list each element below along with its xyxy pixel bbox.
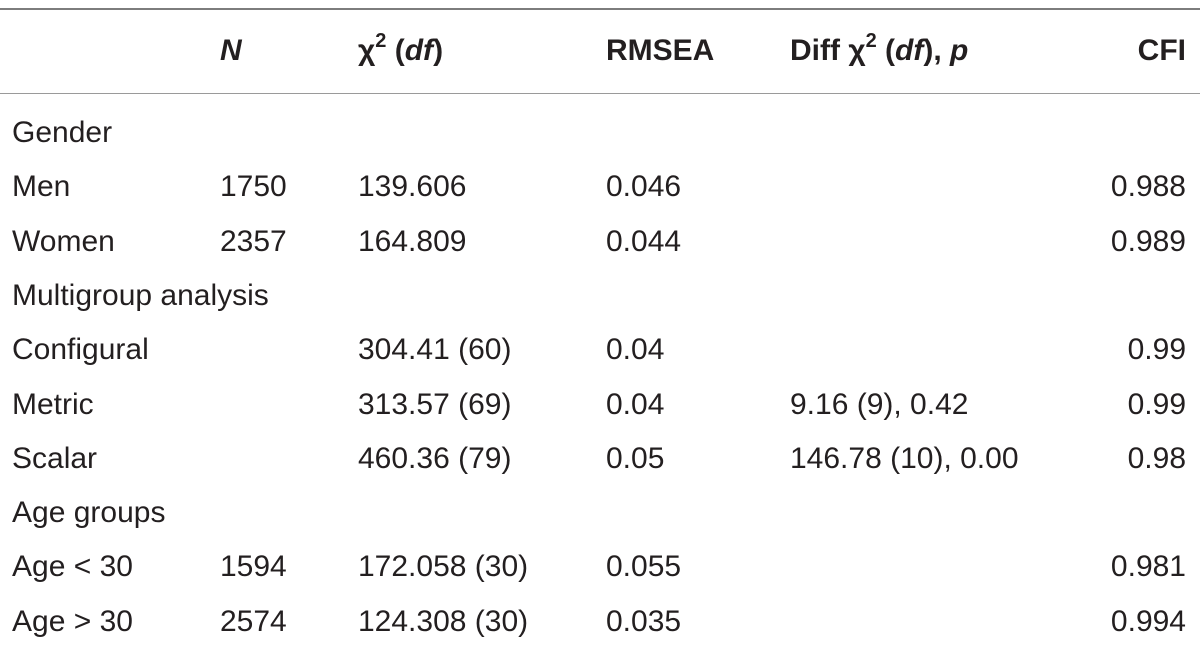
cell-rmsea: 0.044 (606, 224, 682, 258)
header-n: N (220, 34, 242, 67)
table-row: Age > 30 2574 124.308 (30) 0.035 0.994 (0, 595, 1200, 649)
cell-chi-square: 124.308 (30) (358, 604, 529, 638)
row-label: Age < 30 (12, 550, 133, 584)
row-label: Age groups (12, 496, 166, 530)
cell-n: 2357 (220, 224, 287, 258)
cell-n: 1594 (220, 550, 287, 584)
row-label: Gender (12, 116, 113, 149)
top-rule (0, 8, 1200, 10)
cell-chi-square: 304.41 (60) (358, 333, 512, 367)
row-label: Multigroup analysis (12, 278, 269, 312)
table-row: Age < 30 1594 172.058 (30) 0.055 0.981 (0, 540, 1200, 594)
cell-rmsea: 0.035 (606, 604, 682, 638)
cell-rmsea: 0.046 (606, 170, 682, 204)
cell-chi-square: 164.809 (358, 224, 467, 258)
cell-rmsea: 0.04 (606, 387, 665, 421)
cell-rmsea: 0.04 (606, 333, 665, 367)
header-cfi: CFI (1137, 34, 1186, 67)
table-row: Age groups (0, 486, 1200, 540)
header-rmsea: RMSEA (606, 34, 715, 67)
header-diff-chi-square: Diff χ2 (df), p (790, 30, 969, 67)
cell-chi-square: 139.606 (358, 170, 467, 204)
table-row: Metric 313.57 (69) 0.04 9.16 (9), 0.42 0.99 (0, 378, 1200, 432)
row-label: Men (12, 170, 71, 204)
cell-n: 2574 (220, 604, 287, 638)
cell-cfi: 0.988 (1110, 170, 1186, 204)
header-row: N χ2 (df) RMSEA Diff χ2 (df), p CFI (0, 24, 1200, 82)
row-label: Women (12, 224, 115, 258)
cell-cfi: 0.99 (1127, 387, 1186, 421)
cell-n: 1750 (220, 170, 287, 204)
cell-cfi: 0.99 (1127, 333, 1186, 367)
cell-diff-chi-square: 9.16 (9), 0.42 (790, 387, 969, 421)
cell-cfi: 0.981 (1110, 550, 1186, 584)
cell-rmsea: 0.05 (606, 441, 665, 475)
table-row: Gender (0, 106, 1200, 160)
header-chi-square: χ2 (df) (358, 30, 444, 67)
row-label: Age > 30 (12, 604, 133, 638)
cell-cfi: 0.994 (1110, 604, 1186, 638)
cell-chi-square: 460.36 (79) (358, 441, 512, 475)
table-row: Scalar 460.36 (79) 0.05 146.78 (10), 0.00 0.… (0, 432, 1200, 486)
table-row: Women 2357 164.809 0.044 0.989 (0, 215, 1200, 269)
row-label: Metric (12, 387, 94, 421)
cell-cfi: 0.98 (1127, 441, 1186, 475)
table-row: Configural 304.41 (60) 0.04 0.99 (0, 323, 1200, 377)
table-row: Men 1750 139.606 0.046 0.988 (0, 160, 1200, 214)
header-rule (0, 93, 1200, 94)
cell-diff-chi-square: 146.78 (10), 0.00 (790, 441, 1019, 475)
cell-rmsea: 0.055 (606, 550, 682, 584)
table-row: Multigroup analysis (0, 269, 1200, 323)
row-label: Scalar (12, 441, 98, 475)
cell-chi-square: 313.57 (69) (358, 387, 512, 421)
row-label: Configural (12, 333, 149, 367)
cell-chi-square: 172.058 (30) (358, 550, 529, 584)
cell-cfi: 0.989 (1110, 224, 1186, 258)
